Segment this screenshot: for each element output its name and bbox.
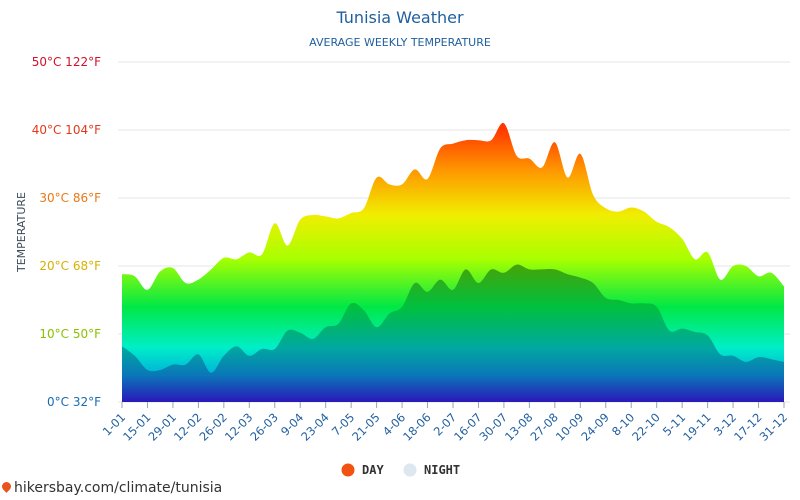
x-tick-label: 10-09 <box>553 410 587 444</box>
y-axis-label: TEMPERATURE <box>15 192 28 273</box>
legend-night-label: NIGHT <box>424 463 460 477</box>
legend-item-day[interactable]: DAY <box>341 463 385 477</box>
y-tick-label: 0°C 32°F <box>47 395 101 409</box>
x-tick-label: 29-01 <box>146 410 180 444</box>
legend-night-swatch <box>403 463 417 477</box>
chart-title: Tunisia Weather <box>335 8 464 27</box>
x-axis-ticks: 1-0115-0129-0112-0226-0212-0326-039-0423… <box>100 402 790 444</box>
x-tick-label: 21-05 <box>349 410 383 444</box>
x-tick-label: 27-08 <box>527 410 561 444</box>
legend-day-swatch <box>341 463 355 477</box>
x-tick-label: 26-02 <box>196 410 230 444</box>
x-tick-label: 19-11 <box>680 410 714 444</box>
y-tick-label: 10°C 50°F <box>39 327 101 341</box>
x-tick-label: 31-12 <box>757 410 791 444</box>
watermark-text: hikersbay.com/climate/tunisia <box>14 480 223 496</box>
x-tick-label: 22-10 <box>629 410 663 444</box>
x-tick-label: 17-12 <box>731 410 765 444</box>
y-tick-label: 30°C 86°F <box>39 191 101 205</box>
x-tick-label: 16-07 <box>451 410 485 444</box>
y-axis-ticks: 0°C 32°F 10°C 50°F 20°C 68°F 30°C 86°F 40°C … <box>32 55 101 409</box>
watermark-link[interactable]: hikersbay.com/climate/tunisia <box>0 480 223 496</box>
x-tick-label: 12-03 <box>222 410 256 444</box>
night-area <box>122 264 784 402</box>
x-tick-label: 13-08 <box>502 410 536 444</box>
y-tick-label: 20°C 68°F <box>39 259 101 273</box>
x-tick-label: 15-01 <box>120 410 154 444</box>
y-tick-label: 50°C 122°F <box>32 55 101 69</box>
legend: DAY NIGHT <box>341 463 461 477</box>
x-tick-label: 18-06 <box>400 410 434 444</box>
x-tick-label: 24-09 <box>578 410 612 444</box>
chart-subtitle: AVERAGE WEEKLY TEMPERATURE <box>309 36 491 49</box>
x-tick-label: 30-07 <box>477 410 511 444</box>
legend-item-night[interactable]: NIGHT <box>403 463 461 477</box>
map-pin-icon <box>0 480 13 493</box>
area-series <box>122 122 784 402</box>
x-tick-label: 12-02 <box>171 410 205 444</box>
legend-day-label: DAY <box>362 463 384 477</box>
y-tick-label: 40°C 104°F <box>32 123 101 137</box>
x-tick-label: 26-03 <box>247 410 281 444</box>
x-tick-label: 23-04 <box>298 410 332 444</box>
